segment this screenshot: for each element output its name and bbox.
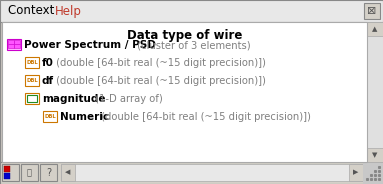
Text: DBL: DBL <box>26 60 38 65</box>
Text: f0: f0 <box>42 58 54 68</box>
Text: ?: ? <box>46 167 51 178</box>
Bar <box>25 75 39 86</box>
Bar <box>0 0 383 22</box>
Text: (double [64-bit real (~15 digit precision)]): (double [64-bit real (~15 digit precisio… <box>53 58 266 68</box>
Bar <box>27 95 37 102</box>
Bar <box>8 40 14 44</box>
Bar <box>2 22 367 162</box>
Text: (1-D array of): (1-D array of) <box>92 94 162 104</box>
Bar <box>21 164 38 181</box>
Text: ◀: ◀ <box>65 169 71 176</box>
Text: magnitude: magnitude <box>42 94 105 104</box>
Bar <box>25 57 39 68</box>
Bar <box>0 162 383 184</box>
Bar <box>7 39 21 50</box>
Bar <box>14 40 20 44</box>
Bar <box>40 164 57 181</box>
Text: DBL: DBL <box>44 114 56 119</box>
Text: Power Spectrum / PSD: Power Spectrum / PSD <box>24 40 156 50</box>
Text: (cluster of 3 elements): (cluster of 3 elements) <box>134 40 250 50</box>
Text: Data type of wire: Data type of wire <box>127 29 242 43</box>
Bar <box>43 111 57 122</box>
Text: (double [64-bit real (~15 digit precision)]): (double [64-bit real (~15 digit precisio… <box>98 112 311 122</box>
Bar <box>367 22 383 162</box>
Text: ⊠: ⊠ <box>367 6 377 16</box>
Bar <box>364 3 380 19</box>
Bar <box>363 162 383 184</box>
Text: Context: Context <box>8 4 58 17</box>
Bar <box>4 173 10 179</box>
Text: df: df <box>42 76 54 86</box>
Bar <box>8 44 14 48</box>
Bar <box>25 93 39 104</box>
Text: Help: Help <box>55 4 82 17</box>
Bar <box>367 148 383 162</box>
Text: DBL: DBL <box>26 78 38 83</box>
Bar <box>61 164 363 181</box>
Text: (double [64-bit real (~15 digit precision)]): (double [64-bit real (~15 digit precisio… <box>53 76 266 86</box>
Text: ▲: ▲ <box>372 26 378 32</box>
Bar <box>61 164 75 181</box>
Text: Numeric: Numeric <box>60 112 109 122</box>
Text: 🔒: 🔒 <box>27 168 32 177</box>
Text: ▼: ▼ <box>372 152 378 158</box>
Bar <box>367 22 383 36</box>
Bar <box>14 44 20 48</box>
Text: ▶: ▶ <box>353 169 359 176</box>
Bar <box>2 164 19 181</box>
Bar <box>349 164 363 181</box>
Bar <box>4 166 10 172</box>
